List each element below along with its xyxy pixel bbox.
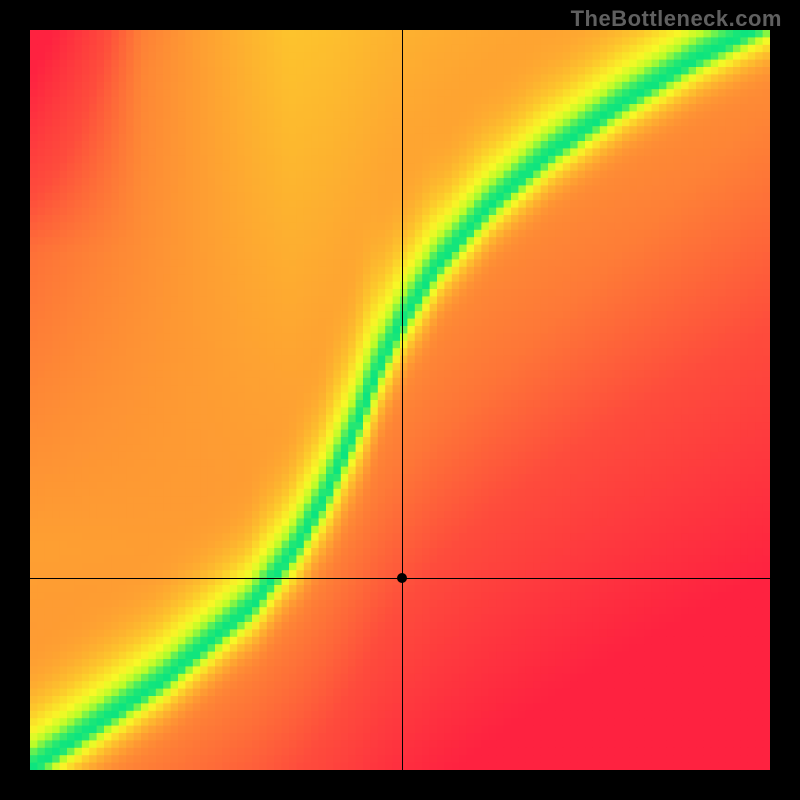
heatmap-svg — [30, 30, 770, 770]
watermark-text: TheBottleneck.com — [571, 6, 782, 32]
chart-container: TheBottleneck.com — [0, 0, 800, 800]
crosshair-vertical — [402, 30, 403, 770]
selection-marker — [397, 573, 407, 583]
plot-area — [30, 30, 770, 770]
